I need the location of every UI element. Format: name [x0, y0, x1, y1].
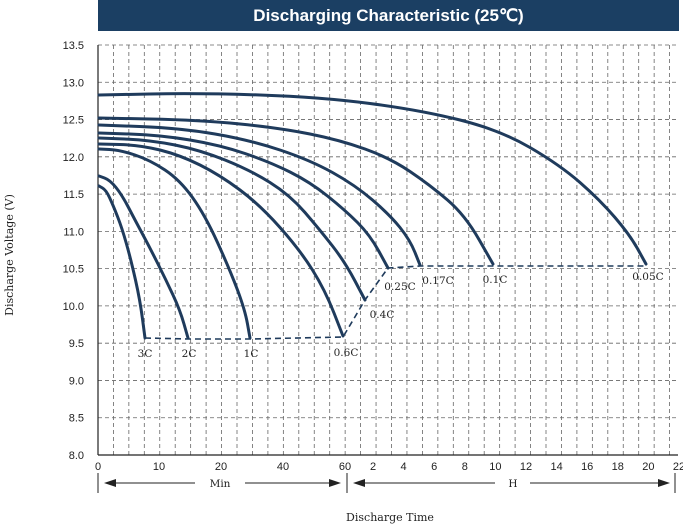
curve-0.17C — [97, 123, 422, 267]
x-tick-label-hour: 22 — [673, 461, 683, 473]
x-tick-label-min: 10 — [153, 461, 165, 473]
y-tick-label: 13.0 — [63, 77, 84, 89]
curve-label-0.25C: 0.25C — [384, 281, 415, 293]
y-tick-label: 9.0 — [69, 375, 84, 387]
curves — [97, 92, 648, 340]
curve-label-1C: 1C — [244, 348, 259, 360]
curve-2C — [97, 174, 190, 340]
curve-0.25C — [97, 131, 390, 270]
x-tick-label-min: 60 — [339, 461, 351, 473]
y-tick-label: 12.5 — [63, 115, 84, 127]
curve-0.05C — [97, 92, 648, 266]
x-tick-label-hour: 4 — [401, 461, 407, 473]
y-tick-label: 11.5 — [63, 189, 84, 201]
plot-frame — [97, 45, 678, 456]
x-tick-label-hour: 2 — [370, 461, 376, 473]
arrowhead-min-left — [104, 479, 116, 487]
curve-1C — [97, 147, 252, 340]
x-tick-label-hour: 20 — [642, 461, 654, 473]
cutoff-dashed-line — [144, 265, 646, 340]
x-tick-label-hour: 12 — [520, 461, 532, 473]
x-tick-label-min: 0 — [95, 461, 101, 473]
y-tick-label: 8.5 — [69, 413, 84, 425]
y-tick-label: 11.0 — [63, 226, 84, 238]
y-axis-title: Discharge Voltage (V) — [3, 194, 16, 316]
y-tick-label: 10.0 — [63, 301, 84, 313]
curve-0.6C — [97, 142, 345, 338]
arrowhead-hour-left — [353, 479, 365, 487]
x-tick-label-hour: 14 — [550, 461, 562, 473]
curve-label-0.4C: 0.4C — [370, 309, 395, 321]
x-axis-title: Discharge Time — [346, 511, 434, 524]
x-tick-label-hour: 18 — [612, 461, 624, 473]
curve-labels: 3C 2C 1C 0.6C 0.4C 0.25C 0.17C 0.1C 0.05C — [138, 271, 664, 360]
curve-0.1C — [97, 116, 495, 266]
y-tick-label: 12.0 — [63, 152, 84, 164]
curve-0.4C — [97, 136, 367, 302]
time-segment-arrows: Min H — [97, 473, 676, 493]
curve-label-2C: 2C — [182, 348, 197, 360]
segment-label-hour: H — [508, 478, 517, 490]
y-tick-label: 8.0 — [69, 450, 84, 462]
arrowhead-min-right — [329, 479, 341, 487]
curve-label-0.6C: 0.6C — [334, 347, 359, 359]
curve-label-0.1C: 0.1C — [483, 274, 508, 286]
y-tick-label: 9.5 — [69, 338, 84, 350]
arrowhead-hour-right — [658, 479, 670, 487]
y-tick-label: 10.5 — [63, 264, 84, 276]
x-tick-label-hour: 6 — [431, 461, 437, 473]
curve-label-0.05C: 0.05C — [632, 271, 663, 283]
x-tick-label-min: 20 — [215, 461, 227, 473]
chart-title: Discharging Characteristic (25℃) — [98, 0, 679, 31]
x-tick-label-hour: 16 — [581, 461, 593, 473]
x-tick-label-hour: 10 — [489, 461, 501, 473]
tick-labels: 13.5 13.0 12.5 12.0 11.5 11.0 10.5 10.0 9.5 9.0 8.… — [63, 40, 683, 473]
segment-label-min: Min — [210, 478, 231, 490]
x-tick-label-min: 40 — [277, 461, 289, 473]
y-tick-label: 13.5 — [63, 40, 84, 52]
x-tick-label-hour: 8 — [462, 461, 468, 473]
curve-label-0.17C: 0.17C — [422, 275, 453, 287]
curve-label-3C: 3C — [138, 348, 153, 360]
curve-3C — [97, 184, 147, 340]
